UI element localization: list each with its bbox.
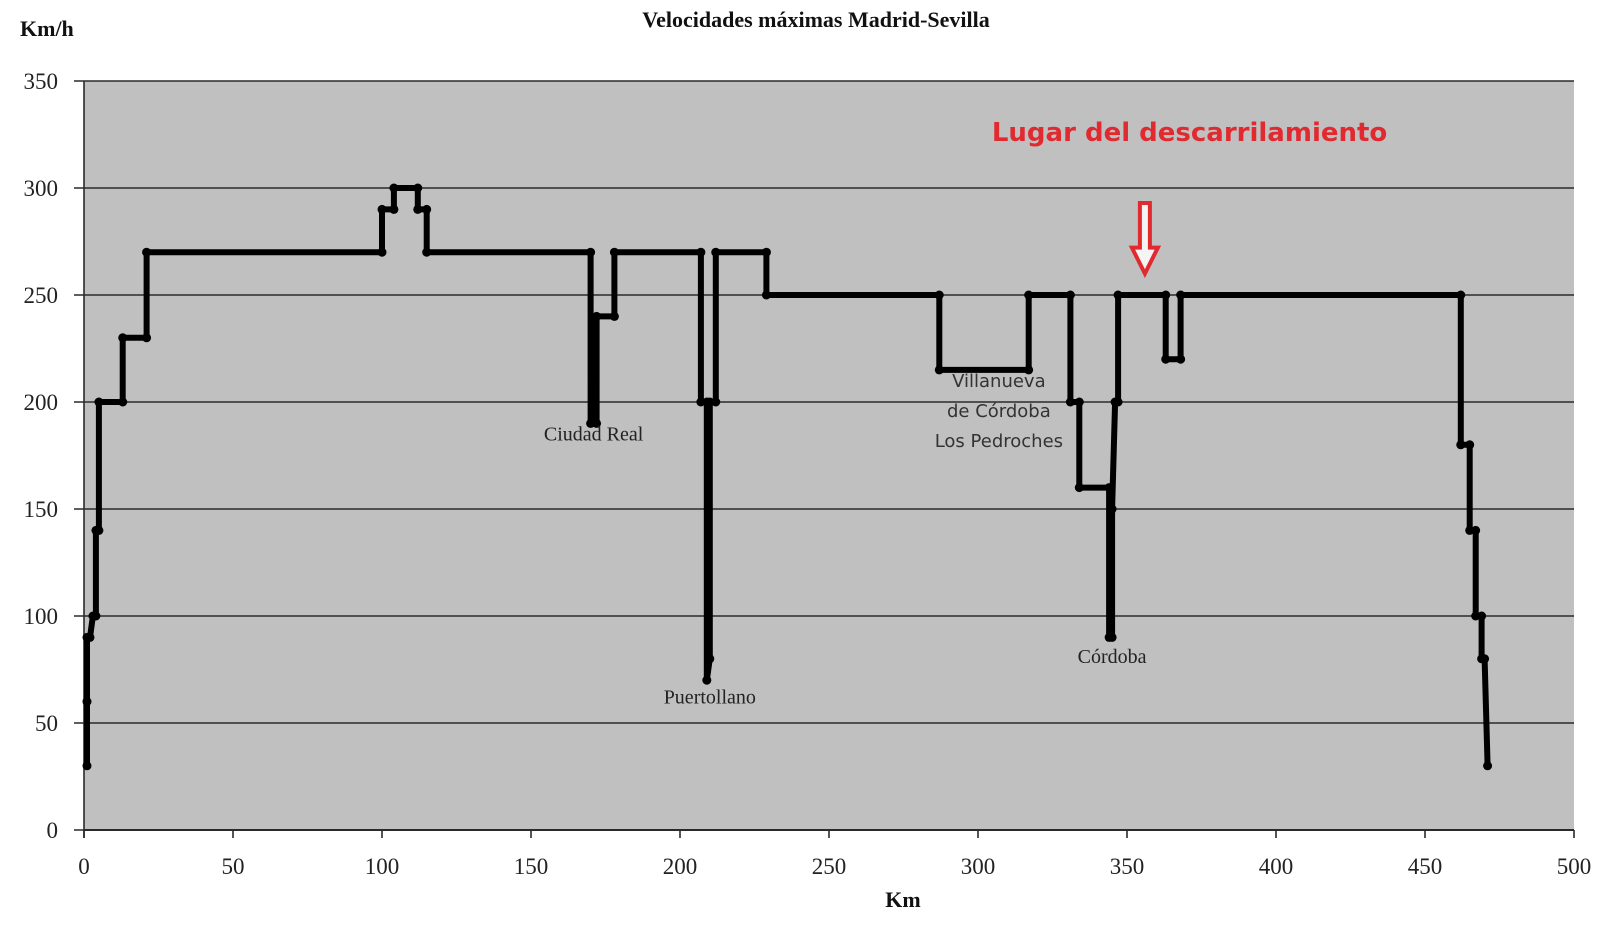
data-point — [1024, 365, 1034, 375]
x-axis-label: Km — [885, 887, 920, 912]
data-point — [592, 418, 602, 428]
data-point — [413, 183, 423, 193]
data-point — [1483, 761, 1493, 771]
place-label: Villanueva — [952, 371, 1046, 392]
data-point — [1161, 290, 1171, 300]
y-tick-label: 0 — [47, 818, 59, 843]
place-label: Puertollano — [664, 687, 756, 709]
data-point — [82, 761, 92, 771]
y-tick-label: 350 — [24, 69, 59, 94]
x-tick-label: 300 — [961, 854, 996, 879]
data-point — [422, 204, 432, 214]
data-point — [934, 365, 944, 375]
y-tick-label: 250 — [24, 283, 59, 308]
data-point — [1024, 290, 1034, 300]
data-point — [934, 290, 944, 300]
x-tick-label: 350 — [1110, 854, 1145, 879]
x-tick-label: 50 — [222, 854, 245, 879]
data-point — [1465, 440, 1475, 450]
x-tick-label: 500 — [1557, 854, 1592, 879]
x-tick-label: 450 — [1408, 854, 1443, 879]
annotations: Ciudad Real Puertollano Villanueva de Córdo… — [544, 118, 1387, 709]
data-point — [85, 632, 95, 642]
data-point — [761, 247, 771, 257]
y-tick-label: 300 — [24, 176, 59, 201]
speed-series — [82, 183, 1493, 771]
place-label: Córdoba — [1078, 646, 1147, 668]
data-point — [1480, 654, 1490, 664]
data-point — [711, 247, 721, 257]
data-point — [389, 204, 399, 214]
data-point — [1107, 632, 1117, 642]
y-axis-ticks: 0 50 100 150 200 250 300 350 — [24, 69, 59, 843]
x-tick-label: 0 — [78, 854, 90, 879]
data-point — [1074, 483, 1084, 493]
x-tick-label: 400 — [1259, 854, 1294, 879]
data-point — [702, 675, 712, 685]
data-point — [1107, 504, 1117, 514]
data-point — [711, 397, 721, 407]
y-tick-label: 50 — [35, 711, 58, 736]
plot-area — [84, 81, 1574, 830]
x-tick-label: 150 — [514, 854, 549, 879]
data-point — [609, 247, 619, 257]
data-point — [389, 183, 399, 193]
data-point — [586, 247, 596, 257]
data-point — [413, 204, 423, 214]
place-label: de Córdoba — [947, 401, 1051, 422]
data-point — [94, 397, 104, 407]
y-tick-label: 200 — [24, 390, 59, 415]
down-arrow-icon — [1128, 201, 1162, 279]
data-point — [377, 204, 387, 214]
data-point — [1104, 483, 1114, 493]
data-point — [1113, 397, 1123, 407]
data-point — [1113, 290, 1123, 300]
data-point — [1471, 525, 1481, 535]
x-tick-label: 100 — [365, 854, 400, 879]
data-point — [761, 290, 771, 300]
data-point — [609, 311, 619, 321]
x-tick-label: 200 — [663, 854, 698, 879]
data-point — [1074, 397, 1084, 407]
data-point — [142, 247, 152, 257]
data-point — [1456, 290, 1466, 300]
data-point — [696, 247, 706, 257]
derailment-arrow — [1128, 201, 1162, 279]
y-axis-label: Km/h — [20, 16, 74, 41]
y-tick-label: 150 — [24, 497, 59, 522]
data-point — [94, 525, 104, 535]
data-point — [118, 333, 128, 343]
data-point — [118, 397, 128, 407]
x-tick-label: 250 — [812, 854, 847, 879]
y-tick-label: 100 — [24, 604, 59, 629]
data-point — [422, 247, 432, 257]
x-axis-ticks: 0 50 100 150 200 250 300 350 400 450 500 — [78, 830, 1591, 879]
data-point — [91, 611, 101, 621]
data-point — [82, 697, 92, 707]
data-point — [1477, 611, 1487, 621]
data-point — [592, 311, 602, 321]
place-label: Ciudad Real — [544, 424, 644, 446]
plot-background — [84, 81, 1574, 830]
data-point — [1456, 440, 1466, 450]
data-point — [1176, 354, 1186, 364]
data-point — [377, 247, 387, 257]
data-point — [1065, 290, 1075, 300]
data-point — [1161, 354, 1171, 364]
derailment-label: Lugar del descarrilamiento — [992, 118, 1387, 148]
chart-title: Velocidades máximas Madrid-Sevilla — [642, 7, 990, 32]
data-point — [705, 654, 715, 664]
data-point — [1065, 397, 1075, 407]
place-label: Los Pedroches — [935, 431, 1063, 452]
data-point — [1176, 290, 1186, 300]
data-point — [142, 333, 152, 343]
